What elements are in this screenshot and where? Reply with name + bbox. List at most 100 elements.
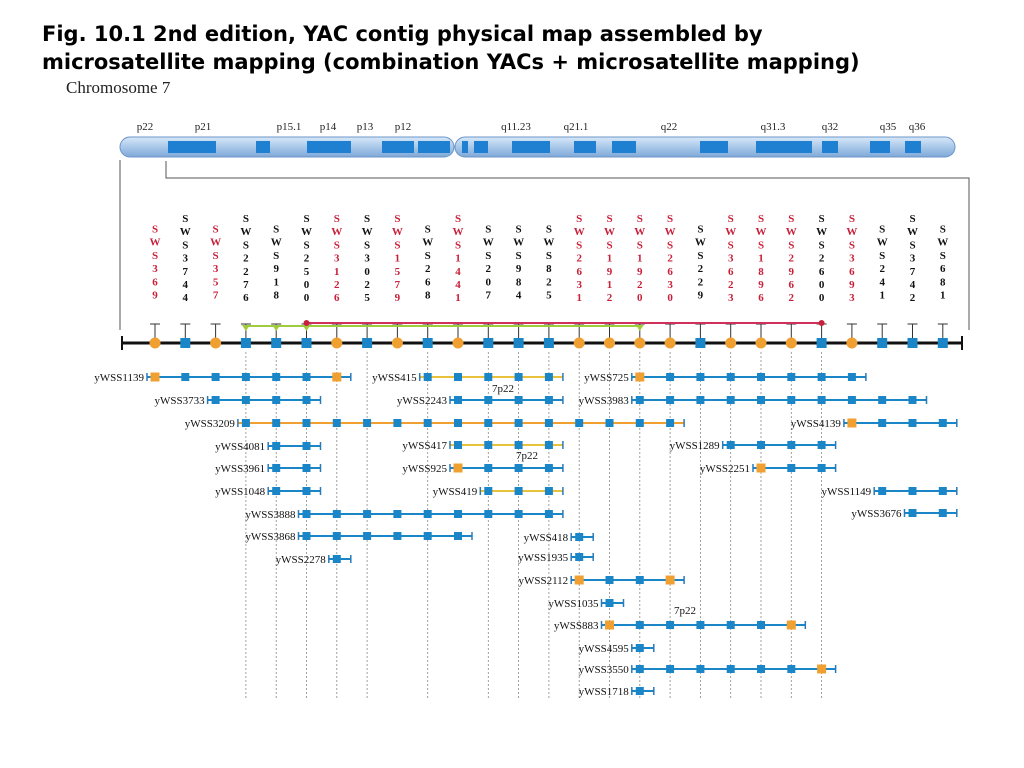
marker-label-char: 1 (455, 292, 461, 304)
marker-label-char: S (940, 224, 946, 236)
marker-label-char: S (516, 250, 522, 262)
yac-node (908, 509, 917, 517)
marker-node (452, 337, 464, 349)
marker-label-char: S (728, 213, 734, 225)
yac-node (332, 555, 341, 563)
yac-node (666, 665, 675, 673)
marker-label-char: S (788, 239, 794, 251)
yac-node (514, 373, 523, 381)
yac-ywss1718: yWSS1718 (579, 686, 655, 698)
marker-label-char: S (334, 213, 340, 225)
yac-ywss4139: yWSS4139 (791, 418, 958, 430)
marker-label-char: W (180, 226, 191, 238)
yac-ywss3209: yWSS3209 (185, 418, 685, 430)
marker-label-char: 1 (940, 290, 946, 302)
marker-label-char: 6 (849, 266, 855, 278)
marker-label-char: S (819, 239, 825, 251)
green-link-node (302, 325, 311, 331)
chromosome-band (462, 141, 468, 153)
yac-node (241, 373, 250, 381)
marker-label-char: 2 (304, 253, 310, 265)
marker-label-char: S (849, 213, 855, 225)
yac-ywss1935: yWSS1935 (518, 552, 594, 564)
marker-label-char: 3 (183, 253, 189, 265)
yac-node (544, 396, 553, 404)
marker-label-char: 1 (607, 253, 613, 265)
yac-node (302, 373, 311, 381)
yac-label: yWSS883 (554, 620, 599, 632)
band-label: q35 (880, 121, 897, 133)
yac-label: yWSS4081 (215, 441, 265, 453)
marker-label-char: 2 (425, 263, 431, 275)
marker-label-char: 6 (758, 292, 764, 304)
yac-label: yWSS1048 (215, 486, 266, 498)
marker-label-char: W (756, 226, 767, 238)
yac-ywss3961: yWSS3961 (215, 463, 322, 475)
marker-label-char: S (485, 224, 491, 236)
marker-label-char: 9 (152, 290, 158, 302)
marker-label-char: 3 (576, 279, 582, 291)
yac-node (514, 487, 523, 495)
yac-node (908, 396, 917, 404)
marker-label-char: W (574, 226, 585, 238)
marker-label-char: 2 (243, 253, 249, 265)
yac-node (696, 396, 705, 404)
yac-node (302, 442, 311, 450)
marker-label-char: 8 (516, 276, 522, 288)
yac-ywss4595: yWSS4595 (579, 643, 655, 655)
marker-label-char: S (394, 239, 400, 251)
yac-label: yWSS1035 (548, 598, 599, 610)
marker-label-char: 4 (455, 266, 461, 278)
marker-label-char: 8 (273, 290, 279, 302)
marker-node (877, 338, 888, 348)
yac-label: yWSS3733 (154, 395, 205, 407)
yac-ywss2112: yWSS2112 (518, 575, 685, 587)
yac-node (757, 441, 765, 449)
chromosome-band (612, 141, 636, 153)
yac-node (544, 373, 553, 381)
yac-node (332, 532, 341, 540)
figure-title-line-1: Fig. 10.1 2nd edition, YAC contig physic… (42, 22, 763, 46)
marker-label-char: 0 (304, 292, 310, 304)
yac-node (423, 419, 432, 427)
marker-label-char: 2 (334, 279, 340, 291)
yac-node (605, 620, 614, 630)
yac-node (332, 419, 341, 427)
yac-label: yWSS3888 (245, 509, 296, 521)
marker-node (513, 338, 524, 348)
marker-label-char: 3 (152, 263, 158, 275)
yac-node (666, 396, 675, 404)
yac-node (938, 509, 947, 517)
chromosome-band (756, 141, 812, 153)
yac-label: yWSS3868 (245, 531, 296, 543)
yac-node (272, 487, 281, 495)
yac-node (817, 396, 826, 404)
yac-node (635, 665, 644, 673)
marker-label-char: S (182, 213, 188, 225)
yac-node (787, 396, 796, 404)
yac-node (453, 463, 463, 473)
yac-node (302, 419, 311, 427)
yac-label: yWSS3550 (579, 664, 630, 676)
marker-label-char: 8 (425, 290, 431, 302)
chromosome-band (700, 141, 728, 153)
marker-label-char: S (758, 213, 764, 225)
marker-label-char: 9 (849, 279, 855, 291)
marker-label-char: 8 (940, 276, 946, 288)
band-label: p13 (357, 121, 374, 133)
marker-label-char: S (546, 224, 552, 236)
yac-node (484, 373, 493, 381)
yac-node (575, 553, 584, 561)
marker-label-char: W (453, 226, 464, 238)
marker-label-char: S (152, 224, 158, 236)
yac-node (666, 621, 675, 629)
yac-ywss3868: yWSS3868 (245, 531, 473, 543)
marker-label-char: S (576, 239, 582, 251)
yac-node (241, 396, 250, 404)
marker-node (695, 338, 706, 348)
